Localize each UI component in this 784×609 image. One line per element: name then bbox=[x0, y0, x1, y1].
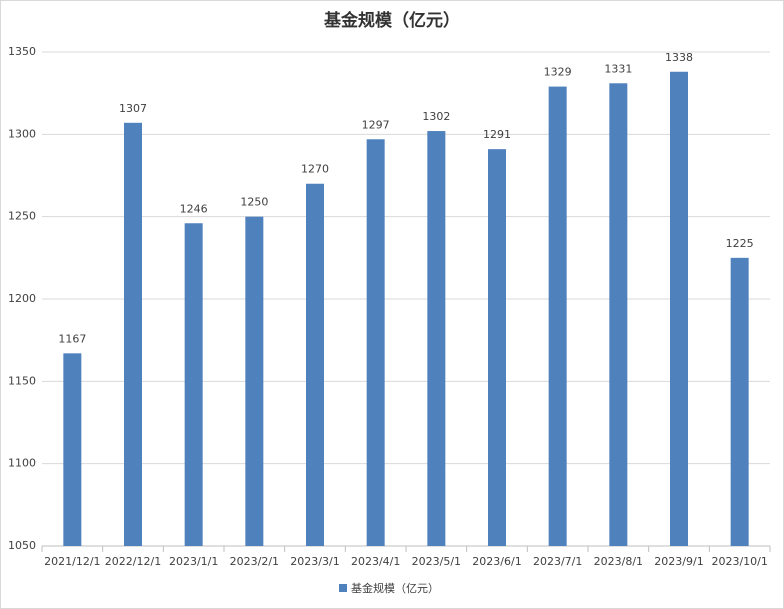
bar bbox=[670, 71, 688, 546]
data-label: 1225 bbox=[726, 237, 754, 250]
y-tick-label: 1100 bbox=[8, 457, 36, 470]
data-label: 1246 bbox=[180, 202, 208, 215]
data-label: 1291 bbox=[483, 128, 511, 141]
bar bbox=[124, 122, 142, 546]
legend-swatch bbox=[339, 584, 347, 592]
x-tick-label: 2023/3/1 bbox=[290, 555, 339, 568]
y-tick-label: 1200 bbox=[8, 292, 36, 305]
bar bbox=[366, 139, 385, 547]
x-tick-label: 2023/5/1 bbox=[412, 555, 461, 568]
x-tick-label: 2023/1/1 bbox=[169, 555, 218, 568]
y-tick-label: 1150 bbox=[8, 374, 36, 387]
bar bbox=[730, 257, 749, 546]
bar bbox=[306, 183, 324, 546]
data-label: 1250 bbox=[240, 196, 268, 209]
bar bbox=[548, 86, 567, 546]
x-tick-label: 2023/4/1 bbox=[351, 555, 400, 568]
x-tick-label: 2023/6/1 bbox=[472, 555, 521, 568]
y-tick-label: 1250 bbox=[8, 210, 36, 223]
legend-label: 基金规模（亿元） bbox=[351, 581, 439, 595]
y-tick-label: 1050 bbox=[8, 539, 36, 552]
data-label: 1270 bbox=[301, 163, 329, 176]
x-tick-label: 2022/12/1 bbox=[105, 555, 161, 568]
y-tick-label: 1300 bbox=[8, 127, 36, 140]
data-label: 1297 bbox=[362, 118, 390, 131]
x-tick-label: 2021/12/1 bbox=[44, 555, 100, 568]
bar bbox=[488, 149, 506, 547]
x-tick-label: 2023/2/1 bbox=[230, 555, 279, 568]
x-tick-label: 2023/10/1 bbox=[711, 555, 767, 568]
chart-title: 基金规模（亿元） bbox=[323, 10, 460, 31]
bar bbox=[245, 216, 264, 546]
bar bbox=[63, 353, 82, 546]
x-tick-label: 2023/8/1 bbox=[594, 555, 643, 568]
data-label: 1307 bbox=[119, 102, 147, 115]
data-label: 1329 bbox=[544, 66, 572, 79]
data-label: 1331 bbox=[604, 62, 632, 75]
bar bbox=[427, 131, 446, 547]
bar bbox=[609, 83, 628, 546]
bar bbox=[184, 223, 203, 546]
x-tick-label: 2023/9/1 bbox=[654, 555, 703, 568]
data-label: 1167 bbox=[58, 332, 86, 345]
data-label: 1302 bbox=[422, 110, 450, 123]
data-label: 1338 bbox=[665, 51, 693, 64]
x-tick-label: 2023/7/1 bbox=[533, 555, 582, 568]
y-tick-label: 1350 bbox=[8, 45, 36, 58]
